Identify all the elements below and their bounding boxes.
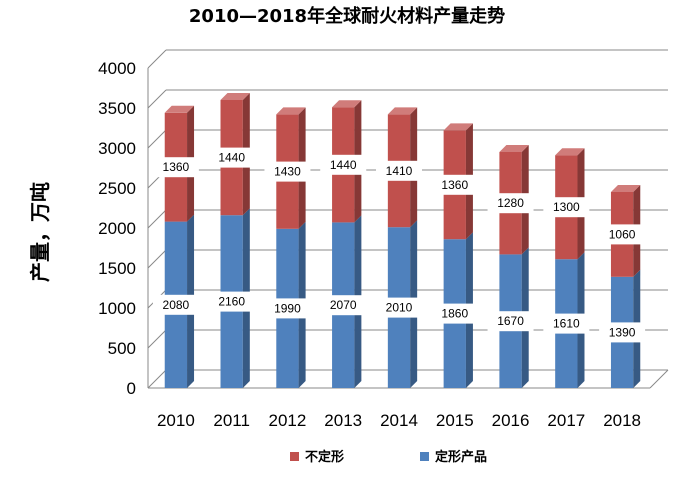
data-label-box: [543, 313, 590, 334]
bar-top-face: [499, 145, 529, 152]
floor-edge: [649, 369, 669, 389]
gridline-diagonal: [147, 129, 167, 149]
bar-top-face: [220, 93, 250, 100]
gridline-diagonal: [147, 249, 167, 269]
data-label-box: [376, 297, 422, 318]
data-label-box: [543, 197, 590, 218]
data-label: 1670: [497, 314, 524, 328]
bar-top-face: [276, 107, 306, 115]
y-tick-label: 3500: [98, 99, 136, 118]
y-tick-label: 2000: [98, 219, 136, 238]
data-label: 1390: [609, 325, 636, 339]
data-label: 1440: [330, 158, 357, 172]
data-labels: 2080 1360 2160 1440 1990 1430 2070 1440 2010 1410…: [152, 147, 646, 343]
legend-swatch: [420, 452, 429, 461]
bar-top-face: [332, 100, 362, 108]
data-label: 1280: [497, 196, 524, 210]
data-label: 1300: [553, 200, 580, 214]
data-label-box: [487, 193, 534, 214]
legend-swatch: [290, 452, 299, 461]
data-label: 1860: [441, 307, 468, 321]
x-tick-label: 2017: [547, 411, 585, 430]
gridline-diagonal: [147, 49, 167, 69]
data-label-box: [431, 174, 478, 195]
x-tick-label: 2015: [436, 411, 474, 430]
x-tick-label: 2014: [380, 411, 418, 430]
data-label: 2070: [330, 298, 357, 312]
data-label: 1430: [274, 165, 301, 179]
data-label-box: [376, 160, 422, 181]
data-label-box: [152, 294, 199, 315]
x-tick-label: 2012: [269, 411, 307, 430]
x-tick-label: 2016: [492, 411, 530, 430]
bar-top-face: [443, 123, 473, 131]
gridline-diagonal: [147, 89, 167, 109]
x-tick-label: 2013: [324, 411, 362, 430]
data-label-box: [264, 298, 311, 319]
bar-top-face: [164, 105, 195, 113]
data-label-box: [152, 157, 199, 178]
data-label: 1610: [553, 317, 580, 331]
y-tick-label: 0: [127, 379, 136, 398]
data-label-box: [208, 291, 255, 312]
tick-labels: 0 500 1000 1500 2000 2500 3000 3500 4000 2010 2011…: [98, 59, 641, 430]
data-label: 2010: [386, 301, 413, 315]
y-tick-label: 3000: [98, 139, 136, 158]
data-label: 1990: [274, 301, 301, 315]
x-tick-label: 2011: [213, 411, 250, 430]
data-label-box: [599, 224, 646, 245]
data-label: 1360: [163, 160, 190, 174]
y-axis-label: 产量，万吨: [28, 182, 52, 282]
y-tick-label: 2500: [98, 179, 136, 198]
bar-top-face: [387, 107, 418, 115]
y-tick-label: 1000: [98, 299, 136, 318]
legend-label: 定形产品: [434, 449, 487, 465]
data-label-box: [320, 295, 367, 316]
data-label: 1060: [609, 227, 636, 241]
x-tick-label: 2010: [157, 411, 195, 430]
data-label: 2080: [163, 298, 190, 312]
gridline-diagonal: [147, 369, 167, 389]
data-label: 1410: [386, 164, 413, 178]
legend: 不定形 定形产品: [290, 449, 487, 465]
legend-label: 不定形: [305, 449, 344, 465]
data-label: 1440: [218, 151, 245, 165]
data-label-box: [208, 147, 255, 168]
gridline-diagonal: [147, 209, 167, 229]
data-label-box: [431, 303, 478, 324]
data-label: 1360: [441, 178, 468, 192]
data-label-box: [320, 154, 367, 175]
bar-top-face: [610, 185, 641, 192]
data-label-box: [487, 311, 534, 332]
data-label-box: [264, 161, 311, 182]
y-tick-label: 4000: [98, 59, 136, 78]
y-tick-label: 500: [108, 339, 136, 358]
bar-top-face: [555, 148, 585, 156]
data-label: 2160: [218, 295, 245, 309]
gridline-diagonal: [147, 329, 167, 349]
chart-title: 2010—2018年全球耐火材料产量走势: [189, 5, 505, 27]
bars: [164, 93, 641, 388]
y-tick-label: 1500: [98, 259, 136, 278]
data-label-box: [599, 322, 646, 343]
x-tick-label: 2018: [603, 411, 641, 430]
